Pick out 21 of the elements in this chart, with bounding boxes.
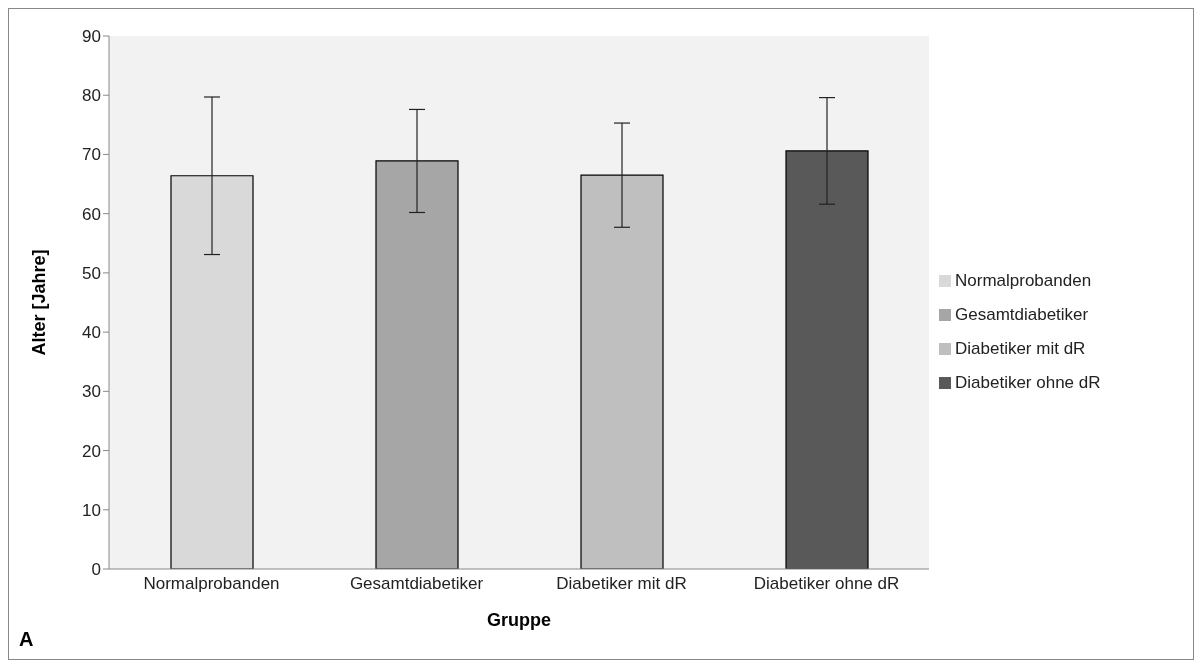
legend-label: Diabetiker ohne dR	[955, 372, 1101, 392]
legend-label: Gesamtdiabetiker	[955, 304, 1089, 324]
legend-label: Normalprobanden	[955, 270, 1092, 290]
y-tick-label: 80	[82, 86, 101, 106]
y-tick-label: 90	[82, 27, 101, 47]
y-tick-label: 60	[82, 204, 101, 224]
x-tick-label: Normalprobanden	[143, 574, 280, 594]
x-axis-title: Gruppe	[486, 610, 552, 630]
y-axis-title: Alter [Jahre]	[29, 249, 50, 356]
y-tick-label: 50	[82, 263, 101, 283]
y-tick-label: 70	[82, 145, 101, 165]
legend-label: Diabetiker mit dR	[955, 338, 1086, 358]
y-tick-label: 20	[82, 441, 101, 461]
y-tick-label: 10	[82, 500, 101, 520]
text: A	[19, 628, 34, 651]
x-tick-label: Diabetiker ohne dR	[753, 574, 900, 594]
x-tick-label: Gesamtdiabetiker	[349, 574, 484, 594]
x-tick-label: Diabetiker mit dR	[556, 574, 687, 594]
y-tick-label: 30	[82, 382, 101, 402]
y-tick-label: 0	[91, 560, 101, 580]
y-tick-label: 40	[82, 323, 101, 343]
